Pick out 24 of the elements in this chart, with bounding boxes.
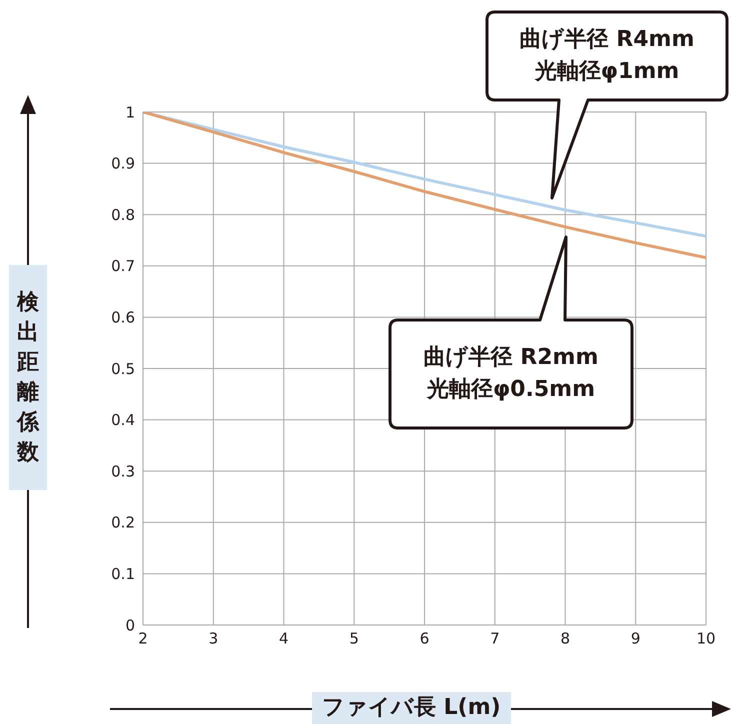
y-tick-label: 0.9 — [111, 154, 135, 173]
x-tick-label: 4 — [278, 630, 289, 648]
text: 曲げ半径 R4mm 光軸径φ1mm — [518, 26, 696, 86]
x-tick-label: 6 — [420, 630, 430, 648]
y-tick-label: 1 — [125, 103, 135, 122]
y-tick-label: 0.4 — [111, 411, 135, 430]
y-tick-label: 0.8 — [111, 206, 135, 224]
y-tick-label: 0.1 — [111, 565, 135, 584]
x-tick-label: 2 — [138, 630, 148, 648]
y-tick-label: 0.2 — [111, 514, 135, 532]
x-tick-label: 9 — [630, 630, 640, 648]
x-tick-label: 5 — [349, 630, 359, 648]
y-tick-label: 0.7 — [111, 257, 135, 276]
x-tick-label: 10 — [696, 630, 716, 648]
y-axis-title: 検出距離係数 — [17, 288, 39, 466]
x-axis-title: ファイバ長 L(m) — [312, 692, 511, 724]
x-tick-label: 8 — [560, 630, 570, 648]
y-tick-label: 0.5 — [111, 360, 135, 378]
x-tick-label: 7 — [490, 630, 500, 648]
x-tick-label: 3 — [208, 630, 218, 648]
y-tick-label: 0.6 — [111, 308, 135, 327]
y-tick-label: 0.3 — [111, 462, 135, 480]
y-tick-label: 0 — [125, 616, 135, 634]
annotation: 曲げ半径 R2mm 光軸径φ0.5mm — [422, 344, 600, 404]
